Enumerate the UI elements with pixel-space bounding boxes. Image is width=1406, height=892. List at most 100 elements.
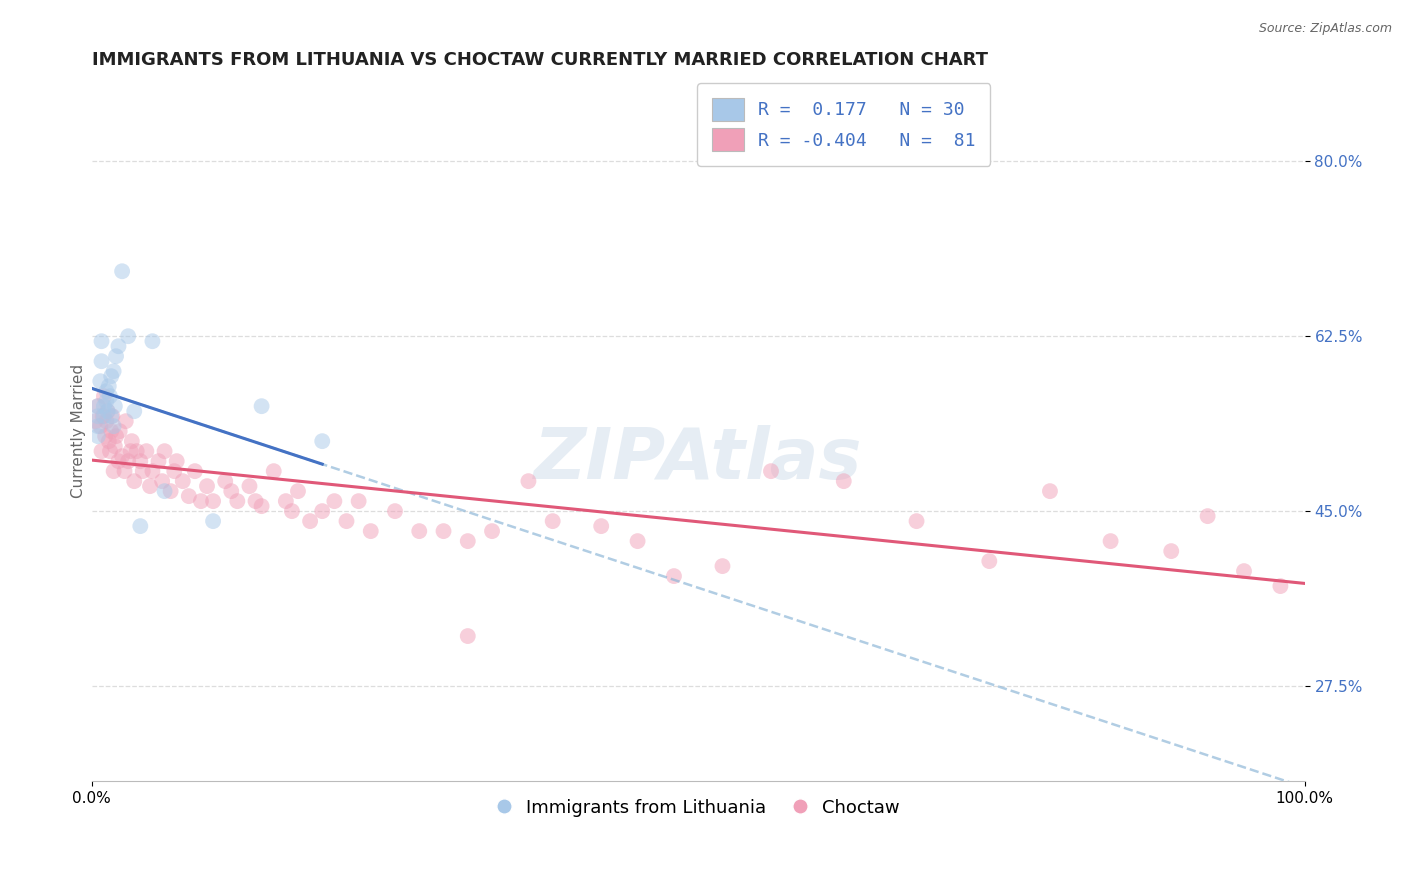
Point <box>250 399 273 413</box>
Point <box>263 464 285 478</box>
Point <box>202 514 225 528</box>
Point <box>93 399 115 413</box>
Point <box>408 524 430 538</box>
Point <box>457 534 479 549</box>
Point <box>1099 534 1122 549</box>
Point <box>91 409 114 424</box>
Point <box>159 484 181 499</box>
Point <box>432 524 454 538</box>
Point <box>190 494 212 508</box>
Point <box>117 329 139 343</box>
Point <box>105 429 128 443</box>
Point <box>360 524 382 538</box>
Point <box>1270 579 1292 593</box>
Point <box>153 444 176 458</box>
Point <box>135 444 157 458</box>
Point <box>90 334 112 349</box>
Point <box>177 489 200 503</box>
Point <box>114 414 136 428</box>
Point <box>97 404 120 418</box>
Point <box>347 494 370 508</box>
Point <box>93 389 115 403</box>
Point <box>105 349 128 363</box>
Point <box>153 484 176 499</box>
Point <box>87 409 110 424</box>
Point <box>94 429 117 443</box>
Point <box>384 504 406 518</box>
Point <box>132 464 155 478</box>
Point <box>98 389 121 403</box>
Point <box>238 479 260 493</box>
Point <box>96 414 118 428</box>
Point <box>114 464 136 478</box>
Point <box>90 444 112 458</box>
Text: IMMIGRANTS FROM LITHUANIA VS CHOCTAW CURRENTLY MARRIED CORRELATION CHART: IMMIGRANTS FROM LITHUANIA VS CHOCTAW CUR… <box>91 51 988 69</box>
Point <box>662 569 685 583</box>
Point <box>90 354 112 368</box>
Point <box>139 479 162 493</box>
Point <box>104 439 127 453</box>
Point <box>335 514 357 528</box>
Point <box>97 404 120 418</box>
Y-axis label: Currently Married: Currently Married <box>72 364 86 499</box>
Point <box>89 374 111 388</box>
Point <box>219 484 242 499</box>
Point <box>129 454 152 468</box>
Point <box>125 444 148 458</box>
Point <box>541 514 564 528</box>
Text: ZIPAtlas: ZIPAtlas <box>534 425 862 493</box>
Point <box>1160 544 1182 558</box>
Point <box>117 454 139 468</box>
Point <box>87 419 110 434</box>
Point <box>195 479 218 493</box>
Point <box>166 454 188 468</box>
Point <box>87 399 110 413</box>
Point <box>87 399 110 413</box>
Point <box>226 494 249 508</box>
Point <box>172 474 194 488</box>
Legend: Immigrants from Lithuania, Choctaw: Immigrants from Lithuania, Choctaw <box>489 792 907 824</box>
Point <box>84 414 107 428</box>
Point <box>103 364 125 378</box>
Point <box>104 399 127 413</box>
Point <box>1197 509 1219 524</box>
Point <box>121 434 143 449</box>
Point <box>184 464 207 478</box>
Point <box>311 434 333 449</box>
Point <box>96 394 118 409</box>
Point <box>103 419 125 434</box>
Point <box>100 369 122 384</box>
Point <box>100 409 122 424</box>
Point <box>163 464 186 478</box>
Point <box>979 554 1001 568</box>
Point <box>832 474 855 488</box>
Point <box>905 514 928 528</box>
Point <box>111 264 134 278</box>
Point <box>214 474 236 488</box>
Point <box>150 474 173 488</box>
Point <box>202 494 225 508</box>
Point <box>281 504 304 518</box>
Point <box>274 494 297 508</box>
Point <box>98 444 121 458</box>
Point <box>311 504 333 518</box>
Point <box>457 629 479 643</box>
Point <box>107 339 129 353</box>
Point <box>626 534 648 549</box>
Point <box>287 484 309 499</box>
Point <box>89 419 111 434</box>
Point <box>103 464 125 478</box>
Point <box>122 404 145 418</box>
Point <box>1039 484 1062 499</box>
Point <box>591 519 613 533</box>
Point <box>141 464 163 478</box>
Point <box>148 454 170 468</box>
Point <box>481 524 503 538</box>
Point <box>759 464 782 478</box>
Point <box>1233 564 1256 578</box>
Point <box>101 409 124 424</box>
Point <box>87 429 110 443</box>
Point <box>96 384 118 399</box>
Point <box>97 434 120 449</box>
Point <box>299 514 322 528</box>
